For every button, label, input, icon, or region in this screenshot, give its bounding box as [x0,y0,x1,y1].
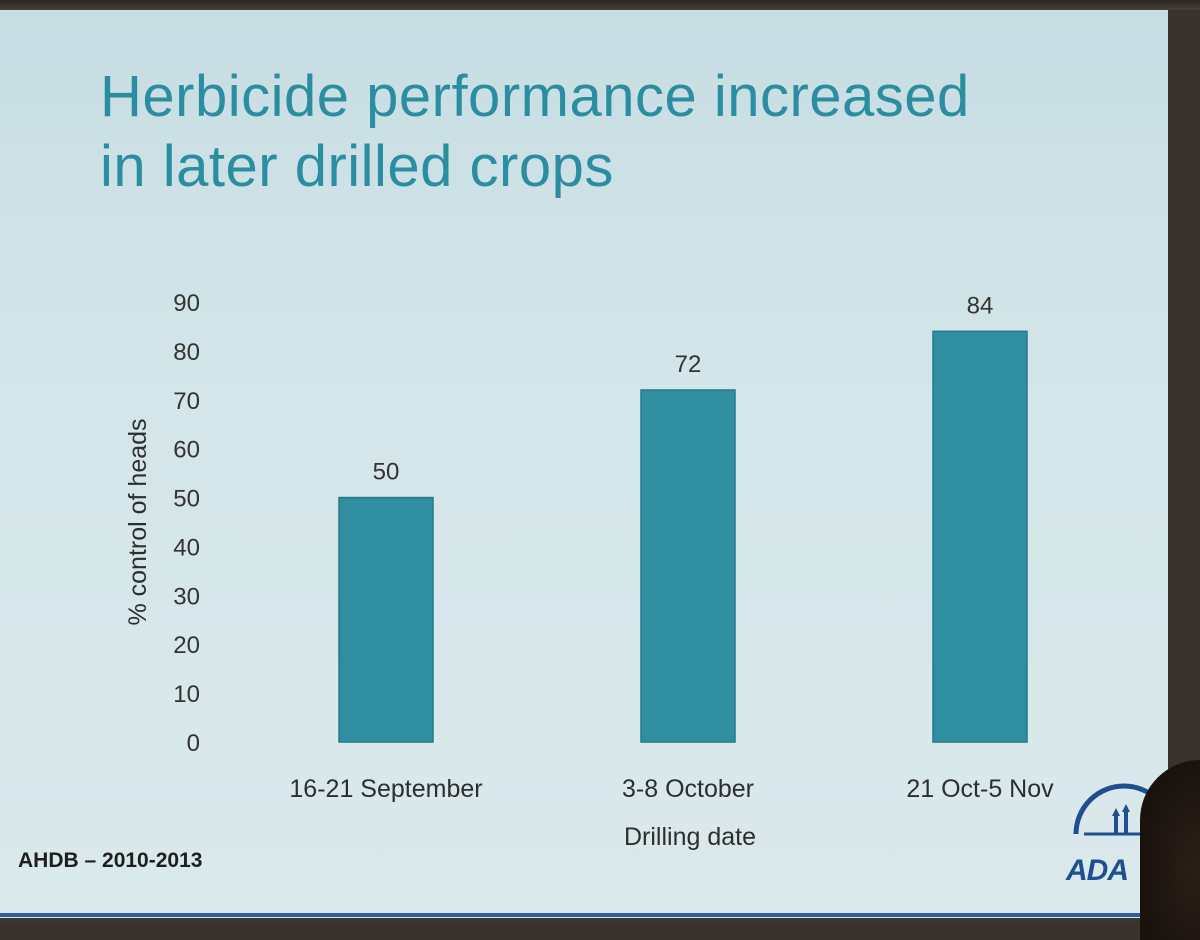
slide: Herbicide performance increased in later… [0,0,1168,922]
y-tick-label: 30 [173,583,200,610]
y-axis-label: % control of heads [124,418,152,625]
x-axis-label: Drilling date [624,823,756,851]
source-note: AHDB – 2010-2013 [18,849,203,872]
logo-text: ADA [1066,854,1129,887]
slide-title: Herbicide performance increased in later… [100,62,1140,202]
data-label-1: 50 [373,459,400,486]
slide-footer-line [0,913,1168,917]
title-line-1: Herbicide performance increased [100,64,970,129]
foreground-silhouette [1140,760,1200,940]
bar-chart: 0 10 20 30 40 50 60 70 80 90 50 72 84 16-21 Septemb… [124,290,1055,851]
title-line-2: in later drilled crops [100,134,614,199]
screen-frame-bottom [0,918,1200,925]
data-label-2: 72 [675,351,702,378]
y-tick-label: 70 [173,388,200,415]
y-tick-label: 0 [187,730,200,757]
y-tick-label: 20 [173,632,200,659]
bar-3 [932,330,1028,743]
bar-1 [338,496,434,743]
category-label-1: 16-21 September [289,775,482,803]
y-tick-label: 60 [173,437,200,464]
y-tick-label: 40 [173,534,200,561]
y-tick-label: 50 [173,486,200,513]
y-tick-label: 10 [173,681,200,708]
data-label-3: 84 [967,292,994,319]
category-label-2: 3-8 October [622,775,754,803]
y-tick-label: 80 [173,339,200,366]
adas-logo: ADA [1066,772,1168,892]
bar-2 [640,389,736,743]
category-label-3: 21 Oct-5 Nov [906,775,1054,803]
screen-frame-top [0,0,1200,10]
y-tick-label: 90 [173,290,200,317]
